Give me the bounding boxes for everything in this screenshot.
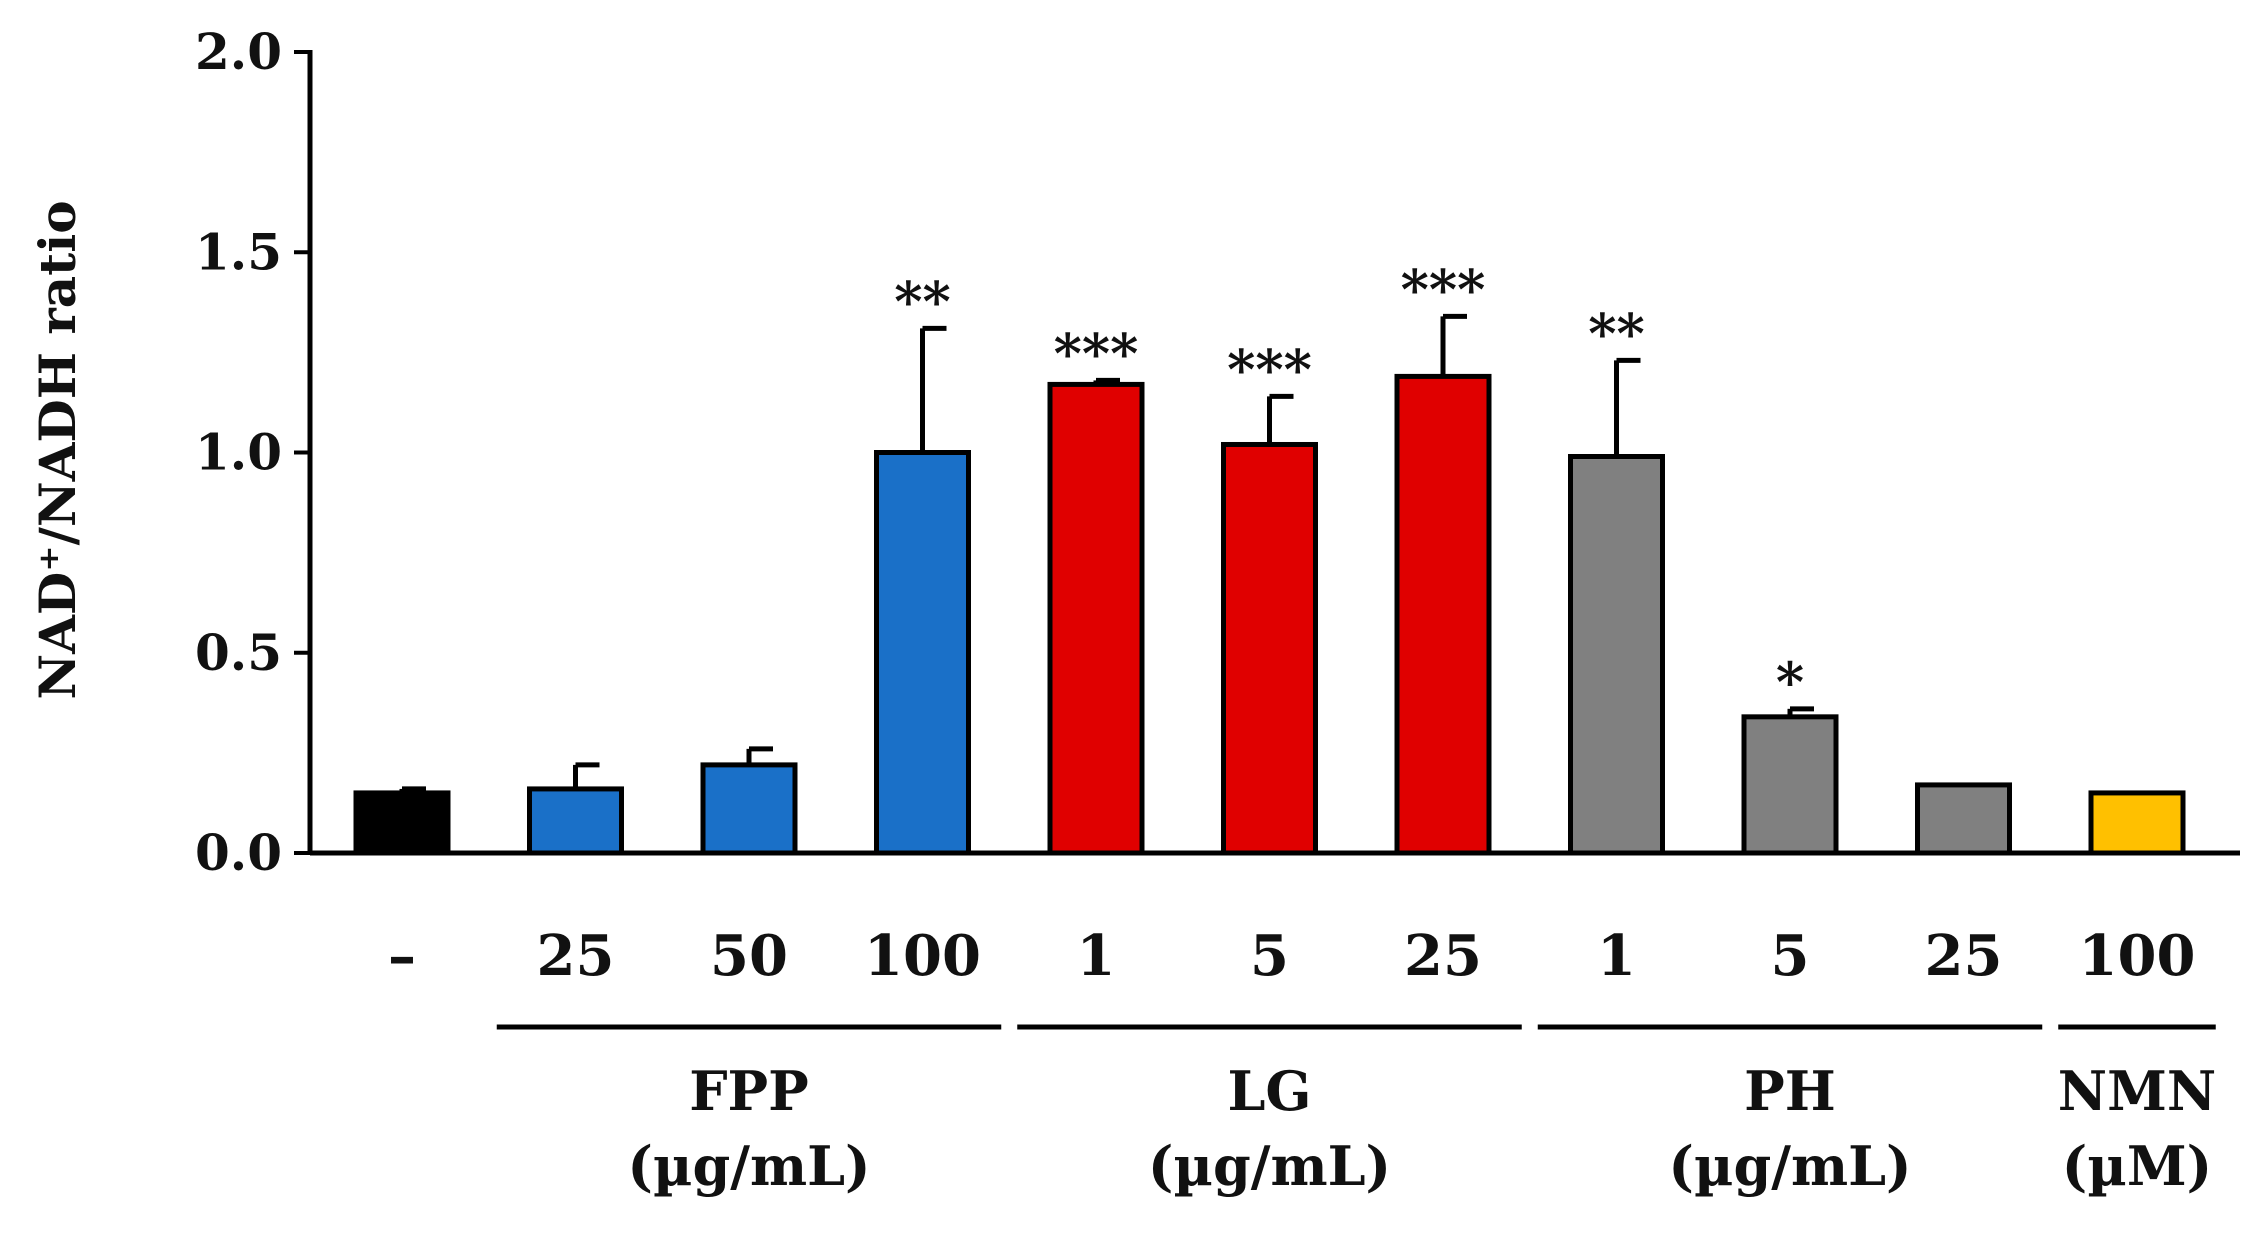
significance-marker: **: [1588, 301, 1644, 365]
bar: [1394, 373, 1492, 856]
group-unit: (µg/mL): [1668, 1134, 1911, 1198]
bar: [1568, 454, 1665, 856]
significance-marker: **: [894, 269, 950, 333]
group-unit: (µg/mL): [1148, 1134, 1391, 1198]
y-tick-label: 2.0: [195, 22, 282, 81]
bars: ***** *********: [353, 257, 2186, 856]
category-labels: – 25 50 100 1 5 25 1 5 25 100: [388, 923, 2195, 989]
bar: [1047, 381, 1145, 856]
significance-marker: *: [1776, 650, 1804, 714]
significance-marker: ***: [1227, 337, 1312, 401]
y-axis: 0.0 0.5 1.0 1.5 2.0: [195, 22, 313, 882]
bar: [353, 790, 451, 856]
group-name: PH: [1744, 1059, 1836, 1123]
y-tick-label: 1.5: [195, 222, 282, 281]
bar: [527, 786, 624, 856]
group-unit: (µM): [2062, 1134, 2212, 1198]
y-axis-title: NAD⁺/NADH ratio: [28, 200, 87, 699]
group-name: LG: [1227, 1059, 1311, 1123]
category-label: 100: [2079, 923, 2196, 989]
group-name: FPP: [689, 1059, 809, 1123]
significance-marker: ***: [1054, 321, 1139, 385]
category-label: –: [388, 923, 416, 989]
y-tick-label: 0.5: [195, 623, 282, 682]
category-label: 1: [1077, 923, 1116, 989]
bar: [1221, 441, 1318, 856]
bar: [1741, 714, 1839, 856]
category-label: 50: [710, 923, 788, 989]
bar: [700, 762, 798, 856]
y-tick-label: 1.0: [195, 423, 282, 482]
category-label: 5: [1771, 923, 1810, 989]
bar: [1915, 782, 2012, 856]
bar: [874, 450, 971, 856]
y-tick-label: 0.0: [195, 823, 282, 882]
group-brackets: FPP (µg/mL) LG (µg/mL) PH (µg/mL) NMN (µM): [496, 1024, 2217, 1198]
bar: [2088, 790, 2186, 856]
category-label: 25: [537, 923, 615, 989]
category-label: 25: [1925, 923, 2003, 989]
category-label: 100: [864, 923, 981, 989]
group-name: NMN: [2058, 1059, 2217, 1123]
group-unit: (µg/mL): [627, 1134, 870, 1198]
category-label: 25: [1404, 923, 1482, 989]
category-label: 5: [1250, 923, 1289, 989]
significance-marker: ***: [1401, 257, 1486, 321]
category-label: 1: [1597, 923, 1636, 989]
